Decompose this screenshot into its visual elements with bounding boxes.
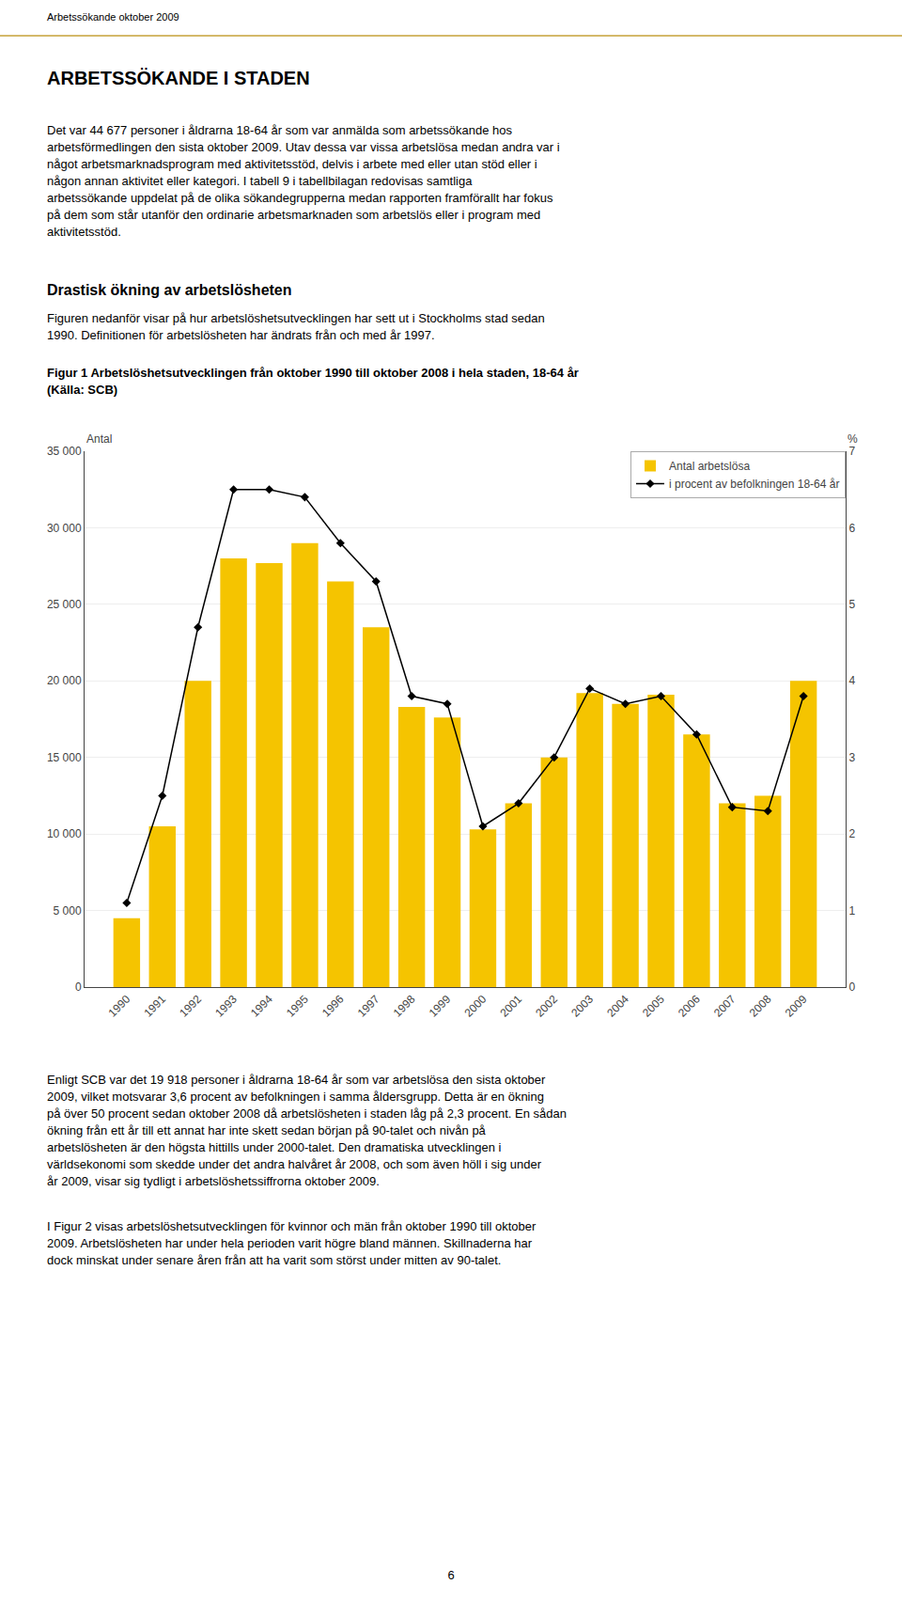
html-text:Drastisk ökning av arbetslöshe: Drastisk ökning av arbetslösheten (46, 281, 292, 298)
svg-text:7: 7 (848, 444, 856, 458)
html-text:på dem som står utanför den or: på dem som står utanför den ordinarie ar… (46, 207, 541, 222)
svg-text:6: 6 (848, 521, 856, 535)
svg-text:2007: 2007 (711, 992, 739, 1020)
svg-text:1994: 1994 (248, 992, 276, 1020)
svg-text:10 000: 10 000 (46, 826, 82, 840)
svg-text:5 000: 5 000 (53, 903, 82, 918)
html-text:1990. Definitionen för arbetsl: 1990. Definitionen för arbetslösheten ha… (46, 327, 435, 343)
svg-text:3: 3 (848, 750, 856, 764)
svg-text:1998: 1998 (390, 992, 419, 1020)
svg-text:1: 1 (848, 903, 856, 918)
html-text:arbetsförmedlingen den sista o: arbetsförmedlingen den sista oktober 200… (46, 139, 560, 155)
svg-text:2008: 2008 (746, 992, 775, 1020)
svg-text:Antal: Antal (86, 432, 112, 446)
svg-text:1993: 1993 (212, 992, 240, 1020)
svg-text:35 000: 35 000 (46, 444, 82, 458)
svg-text:0: 0 (75, 979, 82, 994)
svg-text:30 000: 30 000 (46, 521, 82, 535)
html-text:någon annan aktivitet eller ka: någon annan aktivitet eller kategori. I … (46, 173, 473, 188)
html-text:(Källa: SCB): (Källa: SCB) (46, 382, 118, 397)
svg-text:15 000: 15 000 (46, 750, 82, 764)
html-text:ökning från ett år till ett an: ökning från ett år till ett annat har in… (46, 1122, 486, 1137)
html-text:arbetslösheten är den högsta h: arbetslösheten är den högsta hittills un… (46, 1139, 502, 1154)
svg-text:i procent av befolkningen 18-6: i procent av befolkningen 18-64 år (668, 477, 840, 491)
html-text:Arbetssökande oktober 2009: Arbetssökande oktober 2009 (46, 11, 180, 23)
svg-text:2001: 2001 (497, 992, 525, 1020)
html-text:på över 50 procent sedan oktob: på över 50 procent sedan oktober 2008 då… (46, 1105, 567, 1120)
svg-text:20 000: 20 000 (46, 673, 82, 687)
html-text:2009. Arbetslösheten har under: 2009. Arbetslösheten har under hela peri… (46, 1235, 532, 1250)
svg-text:1995: 1995 (283, 992, 312, 1020)
svg-text:1999: 1999 (426, 992, 454, 1020)
svg-text:1991: 1991 (140, 992, 169, 1020)
html-text:aktivitetsstöd.: aktivitetsstöd. (46, 224, 122, 239)
svg-text:2: 2 (848, 826, 856, 840)
html-text:2009, vilket motsvarar 3,6 pro: 2009, vilket motsvarar 3,6 procent av be… (46, 1088, 545, 1104)
svg-text:2000: 2000 (462, 992, 490, 1020)
svg-text:1997: 1997 (355, 992, 383, 1020)
svg-text:Antal arbetslösa: Antal arbetslösa (668, 459, 750, 473)
svg-text:25 000: 25 000 (46, 597, 82, 611)
svg-text:1996: 1996 (319, 992, 347, 1020)
svg-text:2009: 2009 (782, 992, 810, 1020)
svg-text:1992: 1992 (176, 992, 204, 1020)
html-text:Enligt SCB var det 19 918 pers: Enligt SCB var det 19 918 personer i åld… (46, 1072, 546, 1087)
svg-text:2003: 2003 (568, 992, 596, 1020)
svg-text:2004: 2004 (604, 992, 632, 1020)
html-text:I Figur 2 visas arbetslöshetsu: I Figur 2 visas arbetslöshetsutvecklinge… (46, 1218, 536, 1233)
svg-text:4: 4 (848, 673, 856, 687)
svg-text:2002: 2002 (532, 992, 560, 1020)
svg-text:2006: 2006 (675, 992, 703, 1020)
html-text:arbetssökande uppdelat på de o: arbetssökande uppdelat på de olika sökan… (46, 190, 553, 205)
html-text:Det var 44 677 personer i åldr: Det var 44 677 personer i åldrarna 18-64… (46, 123, 513, 138)
html-text:ARBETSSÖKANDE I STADEN: ARBETSSÖKANDE I STADEN (46, 67, 310, 89)
html-text:Figuren nedanför visar på hur: Figuren nedanför visar på hur arbetslösh… (46, 311, 545, 326)
svg-text:%: % (847, 432, 858, 446)
html-text:år 2009, visar sig tydligt i a: år 2009, visar sig tydligt i arbetslöshe… (46, 1173, 380, 1188)
svg-text:5: 5 (848, 597, 856, 611)
svg-text:2005: 2005 (639, 992, 668, 1020)
html-text:något arbetsmarknadsprogram me: något arbetsmarknadsprogram med aktivite… (46, 156, 538, 172)
html-text:dock minskat under senare åren: dock minskat under senare åren från att … (46, 1252, 502, 1267)
html-text:Figur 1 Arbetslöshetsutvecklin: Figur 1 Arbetslöshetsutvecklingen från o… (46, 365, 579, 380)
html-text:världsekonomi som skedde under: världsekonomi som skedde under det andra… (46, 1156, 542, 1171)
svg-text:1990: 1990 (105, 992, 133, 1020)
html-text:6: 6 (447, 1567, 455, 1582)
svg-text:0: 0 (848, 979, 856, 994)
